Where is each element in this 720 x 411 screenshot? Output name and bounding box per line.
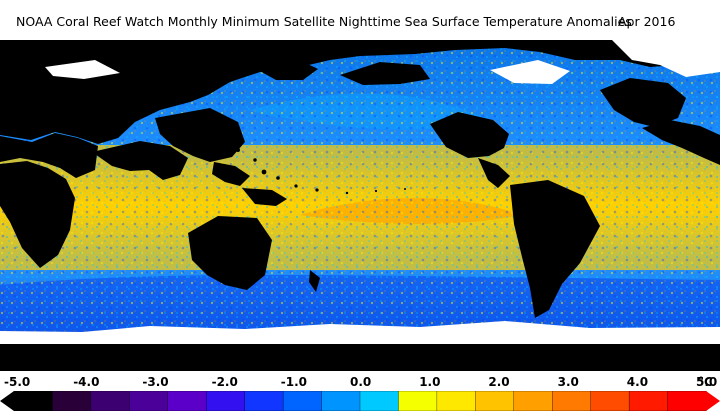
legend-color-swatch [167, 391, 207, 411]
greenland-ice [612, 40, 720, 77]
arctic-ice-east [490, 60, 570, 84]
island-dot [261, 169, 267, 175]
south-america-land [510, 180, 600, 318]
legend-color-swatch [398, 391, 438, 411]
world-map-svg [0, 40, 720, 371]
legend-tick-label: 2.0 [488, 375, 510, 389]
europe-north-africa-land [0, 133, 98, 178]
island-dot [276, 176, 280, 180]
legend-color-swatch [282, 391, 323, 411]
africa-land [0, 161, 75, 268]
arctic-ice-west [45, 60, 120, 79]
legend-color-swatch [359, 391, 400, 411]
legend-tick-label: 5.0 [696, 375, 718, 389]
island-dot [345, 191, 349, 195]
legend-color-swatch [129, 391, 169, 411]
legend-color-swatch [513, 391, 553, 411]
alaska-land [340, 62, 430, 85]
legend-color-swatch [321, 391, 361, 411]
arabia-india-land [92, 141, 188, 180]
sea-surface-anomaly-map [0, 40, 720, 371]
islands [236, 148, 406, 278]
island-dot [315, 188, 319, 192]
north-america-land [430, 112, 509, 158]
western-europe-land [642, 120, 720, 165]
legend-color-swatch [52, 391, 92, 411]
island-dot [404, 188, 406, 190]
island-dot [248, 274, 252, 278]
legend-tick-label: -4.0 [73, 375, 100, 389]
legend-color-swatch [590, 391, 630, 411]
legend-color-swatch [244, 391, 284, 411]
legend-tick-label: 1.0 [419, 375, 441, 389]
new-guinea-land [242, 188, 287, 206]
legend-color-swatch [475, 391, 515, 411]
legend-color-swatch [436, 391, 476, 411]
legend-color-swatch [13, 391, 54, 411]
legend-tick-label: 3.0 [557, 375, 579, 389]
color-scale-bar [0, 391, 720, 411]
low-end-arrow [0, 391, 14, 411]
legend-tick-label: -3.0 [142, 375, 169, 389]
high-end-arrow [706, 391, 720, 411]
island-dot [236, 148, 240, 152]
greenland-land [600, 78, 686, 127]
new-zealand-land [309, 270, 320, 292]
legend-color-swatch [206, 391, 246, 411]
map-title: NOAA Coral Reef Watch Monthly Minimum Sa… [16, 14, 632, 29]
legend-tick-label: -5.0 [4, 375, 31, 389]
map-title-bar: NOAA Coral Reef Watch Monthly Minimum Sa… [0, 13, 720, 31]
northern-eurasia-north-america-land [0, 40, 720, 144]
legend-color-swatch [552, 391, 592, 411]
legend-tick-label: 0.0 [350, 375, 372, 389]
island-dot [374, 189, 378, 193]
legend-color-swatch [628, 391, 669, 411]
temperature-anomaly-legend: -5.0 -4.0 -3.0 -2.0 -1.0 0.0 1.0 2.0 3.0 4.0 5.0 °… [0, 372, 720, 411]
southeast-asia-land [212, 162, 250, 186]
legend-color-swatch [90, 391, 130, 411]
east-asia-land [155, 108, 245, 162]
australia-land [188, 216, 272, 290]
northwest-land [0, 95, 52, 115]
island-dot [253, 158, 257, 162]
legend-tick-label: -1.0 [280, 375, 308, 389]
map-date: Apr 2016 [618, 14, 676, 29]
legend-swatches [13, 391, 707, 411]
legend-color-swatch [667, 391, 707, 411]
sea-ice-regions [0, 40, 720, 344]
legend-tick-label: 4.0 [626, 375, 649, 389]
landmasses [0, 40, 720, 371]
legend-unit: °C [698, 375, 713, 389]
legend-tick-label: -2.0 [211, 375, 238, 389]
siberia-land [258, 58, 318, 80]
island-dot [294, 184, 298, 188]
antarctic-ice [0, 321, 720, 344]
central-america-land [478, 158, 510, 188]
